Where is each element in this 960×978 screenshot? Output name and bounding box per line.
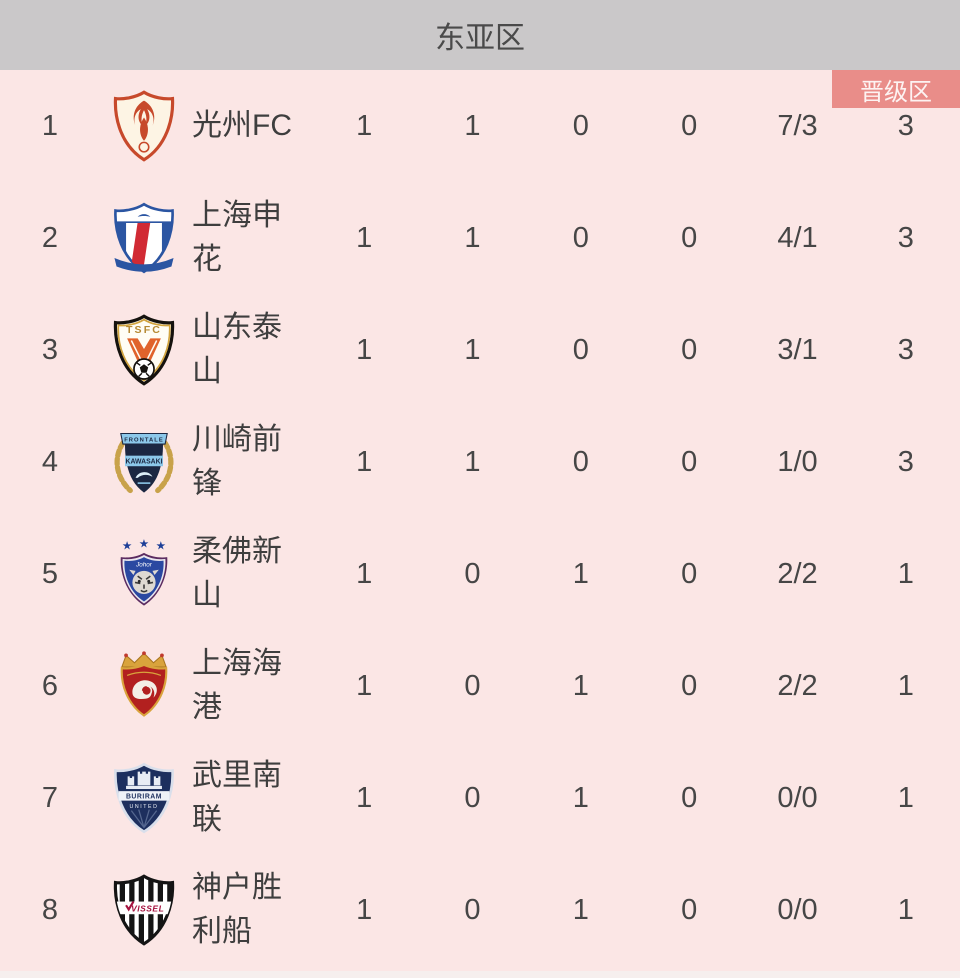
logo-cell [100, 536, 188, 612]
rank-cell: 8 [41, 893, 59, 926]
stat-cell: 2/2 [777, 557, 818, 590]
rank-cell: 7 [41, 781, 59, 814]
buriram-united-logo [106, 760, 182, 836]
stat-cell: 0/0 [777, 893, 818, 926]
table-row[interactable]: 5 柔佛新山 1 0 1 0 2/2 1 [0, 518, 960, 630]
stat-cell: 3 [897, 445, 914, 478]
rank-cell: 3 [41, 333, 59, 366]
stat-cell: 1 [356, 669, 373, 702]
stat-cell: 0 [572, 109, 589, 142]
team-name: 山东泰山 [192, 311, 282, 388]
stat-cell: 0 [572, 445, 589, 478]
stat-cell: 0 [464, 669, 481, 702]
stat-cell: 7/3 [777, 109, 818, 142]
stat-cell: 1 [356, 221, 373, 254]
stat-cell: 0 [681, 109, 698, 142]
stat-cell: 1 [572, 893, 589, 926]
stat-cell: 1 [356, 109, 373, 142]
section-header: 东亚区 [0, 0, 960, 70]
logo-cell [100, 872, 188, 948]
table-row[interactable]: 3 山东泰山 1 1 0 0 3/1 3 [0, 294, 960, 406]
logo-cell [100, 312, 188, 388]
rank-cell: 2 [41, 221, 59, 254]
logo-cell [100, 760, 188, 836]
vissel-kobe-logo [106, 872, 182, 948]
stat-cell: 0 [681, 557, 698, 590]
rank-cell: 1 [41, 109, 59, 142]
logo-cell [100, 88, 188, 164]
rank-cell: 4 [41, 445, 59, 478]
stat-cell: 1 [897, 557, 914, 590]
stat-cell: 0 [681, 333, 698, 366]
table-row[interactable]: 8 神户胜利船 1 0 1 0 0/0 1 [0, 854, 960, 966]
stat-cell: 1 [572, 669, 589, 702]
stat-cell: 0 [681, 445, 698, 478]
stat-cell: 3 [897, 221, 914, 254]
stat-cell: 3 [897, 333, 914, 366]
stat-cell: 0 [464, 893, 481, 926]
logo-cell [100, 424, 188, 500]
stat-cell: 1 [464, 109, 481, 142]
promotion-zone-label: 晋级区 [860, 78, 932, 106]
page-title: 东亚区 [435, 22, 525, 55]
table-row[interactable]: 1 光州FC 1 1 0 0 7/3 3 [0, 70, 960, 182]
stat-cell: 0 [681, 893, 698, 926]
stat-cell: 1 [464, 221, 481, 254]
stat-cell: 3 [897, 109, 914, 142]
stat-cell: 1 [464, 333, 481, 366]
stat-cell: 1 [572, 781, 589, 814]
stat-cell: 0 [681, 669, 698, 702]
table-row[interactable]: 2 上海申花 1 1 0 0 4/1 3 [0, 182, 960, 294]
stat-cell: 0 [464, 781, 481, 814]
team-name: 上海海港 [192, 647, 282, 724]
stat-cell: 0 [681, 221, 698, 254]
shanghai-port-logo [106, 648, 182, 724]
stat-cell: 1 [897, 893, 914, 926]
stat-cell: 1 [572, 557, 589, 590]
kawasaki-frontale-logo [106, 424, 182, 500]
stat-cell: 1 [897, 781, 914, 814]
team-name: 柔佛新山 [192, 535, 282, 612]
stat-cell: 1 [356, 445, 373, 478]
stat-cell: 1/0 [777, 445, 818, 478]
shandong-taishan-logo [106, 312, 182, 388]
team-name: 神户胜利船 [192, 871, 282, 948]
stat-cell: 3/1 [777, 333, 818, 366]
stat-cell: 0 [572, 221, 589, 254]
stat-cell: 1 [356, 333, 373, 366]
stat-cell: 1 [356, 557, 373, 590]
stat-cell: 1 [356, 893, 373, 926]
stat-cell: 2/2 [777, 669, 818, 702]
table-row[interactable]: 6 上海海港 1 0 1 0 2/2 1 [0, 630, 960, 742]
promotion-zone-badge: 晋级区 [832, 70, 960, 108]
logo-cell [100, 200, 188, 276]
team-name: 武里南联 [192, 759, 282, 836]
stat-cell: 1 [897, 669, 914, 702]
stat-cell: 0 [464, 557, 481, 590]
stat-cell: 1 [356, 781, 373, 814]
table-row[interactable]: 4 川崎前锋 1 1 0 0 1/0 3 [0, 406, 960, 518]
stat-cell: 4/1 [777, 221, 818, 254]
stat-cell: 1 [464, 445, 481, 478]
team-name: 川崎前锋 [192, 423, 282, 500]
gwangju-fc-logo [106, 88, 182, 164]
shanghai-shenhua-logo [106, 200, 182, 276]
stat-cell: 0 [681, 781, 698, 814]
table-row[interactable]: 7 武里南联 1 0 1 0 0/0 1 [0, 742, 960, 854]
stat-cell: 0 [572, 333, 589, 366]
team-name: 上海申花 [192, 199, 282, 276]
bottom-divider [0, 971, 960, 978]
team-name: 光州FC [192, 109, 292, 142]
logo-cell [100, 648, 188, 724]
stat-cell: 0/0 [777, 781, 818, 814]
rank-cell: 5 [41, 557, 59, 590]
johor-darul-tazim-logo [106, 536, 182, 612]
rank-cell: 6 [41, 669, 59, 702]
standings-table-body: 1 光州FC 1 1 0 0 7/3 3 2 上海申花 1 1 0 0 4/1 … [0, 70, 960, 966]
